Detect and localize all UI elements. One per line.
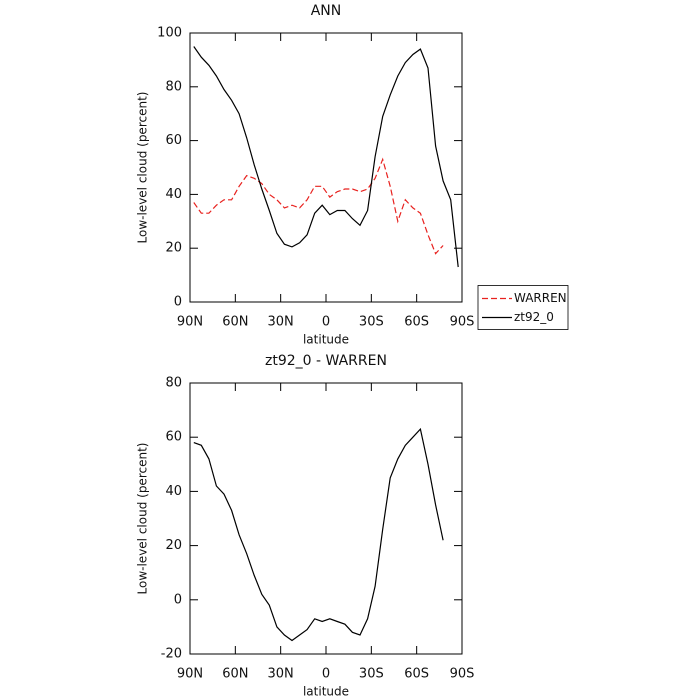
y-tick-label: 0 [174, 592, 182, 607]
legend-label: zt92_0 [514, 310, 554, 324]
series-line [193, 157, 444, 255]
y-axis-label: Low-level cloud (percent) [136, 92, 150, 244]
x-tick-label: 30N [268, 315, 294, 330]
x-tick-label: 30S [359, 315, 384, 330]
x-tick-label: 30N [268, 667, 294, 682]
x-tick-label: 60S [404, 315, 429, 330]
y-tick-label: 20 [165, 241, 182, 256]
y-tick-label: 80 [165, 376, 182, 391]
x-axis-label: latitude [303, 685, 349, 699]
x-tick-label: 90S [450, 315, 475, 330]
y-tick-label: 80 [165, 79, 182, 94]
x-tick-label: 60N [222, 667, 248, 682]
x-tick-label: 0 [322, 667, 330, 682]
x-tick-label: 90S [450, 667, 475, 682]
y-tick-label: 20 [165, 538, 182, 553]
y-axis-label: Low-level cloud (percent) [136, 443, 150, 595]
series-line [193, 427, 444, 642]
y-tick-label: -20 [161, 647, 182, 662]
y-tick-label: 100 [157, 26, 182, 41]
x-axis-label: latitude [303, 333, 349, 347]
chart-title: zt92_0 - WARREN [265, 353, 387, 369]
y-tick-label: 0 [174, 295, 182, 310]
x-tick-label: 90N [177, 315, 203, 330]
x-tick-label: 90N [177, 667, 203, 682]
y-tick-label: 60 [165, 430, 182, 445]
y-tick-label: 40 [165, 484, 182, 499]
legend-box [477, 285, 569, 330]
legend-label: WARREN [514, 291, 567, 305]
chart-title: ANN [311, 3, 342, 19]
y-tick-label: 40 [165, 187, 182, 202]
y-tick-label: 60 [165, 133, 182, 148]
x-tick-label: 60S [404, 667, 429, 682]
x-tick-label: 60N [222, 315, 248, 330]
plot-frame [189, 382, 463, 655]
x-tick-label: 0 [322, 315, 330, 330]
plot-frame [189, 32, 463, 303]
x-tick-label: 30S [359, 667, 384, 682]
series-line [193, 46, 459, 268]
